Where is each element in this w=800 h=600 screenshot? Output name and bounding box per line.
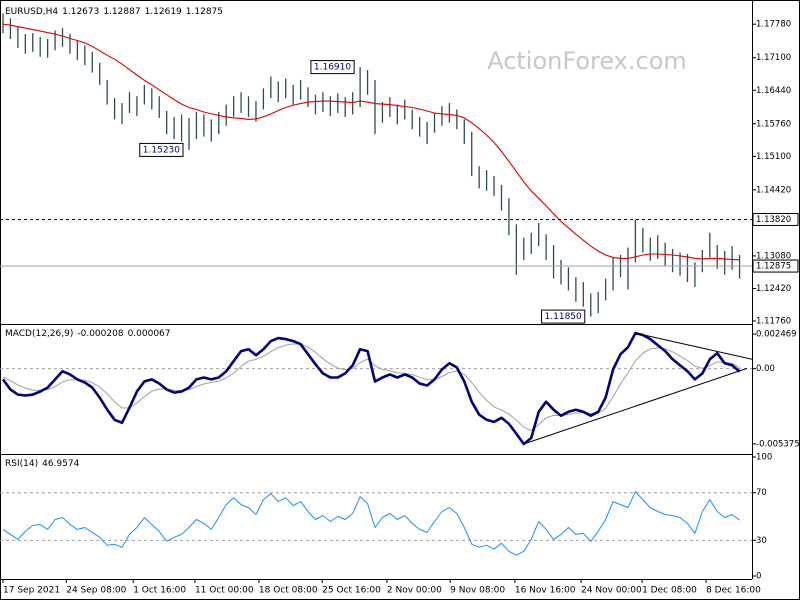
indicator-line [2, 491, 740, 556]
indicator-line [1, 331, 741, 446]
price-label: 1.13820 [756, 215, 791, 225]
x-tick-label: 25 Oct 16:00 [322, 586, 381, 596]
y-tick-label: 1.12420 [756, 284, 791, 294]
price-label-box [752, 212, 799, 226]
header-value: 0.000067 [128, 329, 171, 339]
x-tick-label: 11 Oct 00:00 [195, 586, 254, 596]
panel-title: MACD(12,26,9) [5, 329, 73, 339]
y-tick-label: 1.15760 [756, 119, 791, 129]
header-value: -0.000208 [77, 329, 123, 339]
header-value: 1.12619 [145, 7, 182, 17]
y-tick-label: 1.17780 [756, 20, 791, 30]
annotation-box [541, 309, 586, 324]
y-tick-label: 1.13080 [756, 251, 791, 261]
x-tick-label: 2 Nov 00:00 [387, 586, 442, 596]
x-tick-label: 24 Sep 08:00 [66, 586, 126, 596]
header-value: 1.12875 [186, 7, 223, 17]
y-tick-label: 1.14420 [756, 185, 791, 195]
plot-area [2, 13, 741, 317]
trendline [635, 332, 752, 360]
y-tick-label: 1.17100 [756, 53, 791, 63]
header-value: 1.12673 [62, 7, 99, 17]
watermark: ActionForex.com [487, 47, 687, 75]
panel-header: RSI(14) 46.9574 [5, 459, 80, 469]
panel-title: RSI(14) [5, 459, 38, 469]
y-tick-label: 70 [756, 488, 767, 498]
y-tick-label: 0.00 [756, 364, 775, 374]
header-value: 1.12887 [103, 7, 140, 17]
y-tick-label: 1.11760 [756, 317, 791, 327]
moving-average [2, 23, 740, 261]
y-tick-label: 0.002469 [756, 330, 797, 340]
x-tick-label: 8 Dec 16:00 [706, 586, 761, 596]
x-tick-label: 24 Nov 00:00 [581, 586, 642, 596]
plot-area [0, 491, 752, 556]
x-tick-label: 16 Nov 16:00 [515, 586, 576, 596]
y-tick-label: 1.16440 [756, 86, 791, 96]
annotation-label: 1.16910 [314, 63, 351, 73]
y-tick-label: 1.15100 [756, 152, 791, 162]
header-value: 46.9574 [42, 459, 79, 469]
panel-title: EURUSD,H4 [5, 7, 58, 17]
y-tick-label: 0 [756, 572, 761, 582]
x-tick-label: 18 Oct 08:00 [259, 586, 318, 596]
y-tick-label: 100 [756, 453, 772, 463]
trendline [523, 367, 748, 445]
x-tick-label: 9 Nov 08:00 [450, 586, 505, 596]
panel-header: EURUSD,H4 1.12673 1.12887 1.12619 1.12875 [5, 7, 223, 17]
x-tick-label: 1 Dec 08:00 [642, 586, 697, 596]
annotation-label: 1.11850 [545, 312, 582, 322]
panel-header: MACD(12,26,9) -0.000208 0.000067 [5, 329, 171, 339]
price-label-box [752, 259, 799, 273]
plot-area [0, 331, 752, 446]
x-tick-label: 1 Oct 16:00 [133, 586, 186, 596]
annotation-box [310, 60, 355, 75]
price-label: 1.12875 [756, 262, 791, 272]
annotation-label: 1.15230 [143, 145, 180, 155]
y-tick-label: 30 [756, 536, 767, 546]
x-tick-label: 17 Sep 2021 [3, 586, 60, 596]
annotation-box [139, 142, 184, 157]
y-tick-label: -0.005375 [756, 439, 800, 449]
